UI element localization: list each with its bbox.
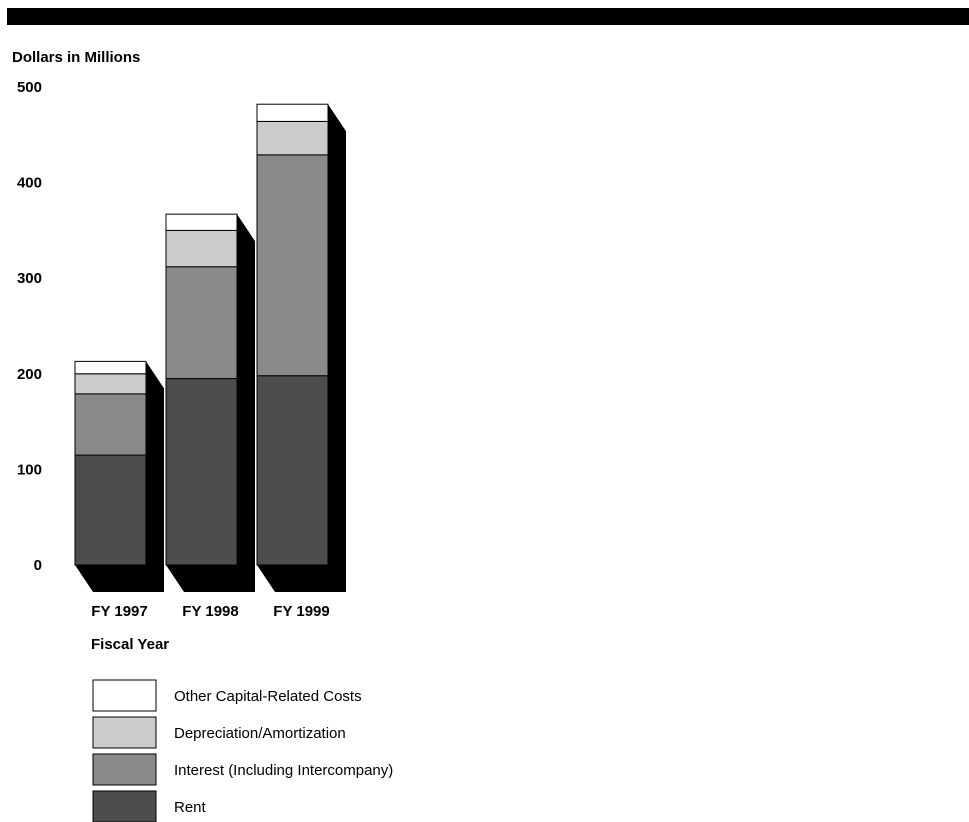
legend-swatch-interest-including-intercompany: [92, 753, 157, 786]
x-axis-title: Fiscal Year: [91, 636, 169, 653]
legend-swatch-rent: [92, 790, 157, 822]
bar-segment-fy-1997-interest-including-intercompany: [74, 393, 147, 456]
y-tick-label-100: 100: [17, 461, 42, 478]
legend-label-interest-including-intercompany: Interest (Including Intercompany): [174, 762, 393, 779]
legend-label-rent: Rent: [174, 799, 207, 816]
bar-segment-fy-1998-interest-including-intercompany: [165, 266, 238, 380]
bar-segment-fy-1999-depreciation-amortization: [256, 120, 329, 156]
y-tick-label-300: 300: [17, 270, 42, 287]
legend-swatch-depreciation-amortization: [92, 716, 157, 749]
x-tick-label-fy-1999: FY 1999: [273, 603, 329, 620]
top-rule: [7, 8, 969, 25]
bar-segment-fy-1997-other-capital-related-costs: [74, 360, 147, 375]
bar-segment-fy-1998-other-capital-related-costs: [165, 213, 238, 231]
y-tick-label-400: 400: [17, 175, 42, 192]
legend-label-other-capital-related-costs: Other Capital-Related Costs: [174, 688, 362, 705]
bar-segment-fy-1999-other-capital-related-costs: [256, 103, 329, 122]
bar-segment-fy-1999-interest-including-intercompany: [256, 154, 329, 377]
bar-segment-fy-1998-depreciation-amortization: [165, 229, 238, 268]
legend-label-depreciation-amortization: Depreciation/Amortization: [174, 725, 346, 742]
y-tick-label-0: 0: [34, 557, 42, 574]
legend-swatch-other-capital-related-costs: [92, 679, 157, 712]
bar-segment-fy-1998-rent: [165, 378, 238, 566]
bar-segment-fy-1997-rent: [74, 454, 147, 566]
x-tick-label-fy-1998: FY 1998: [182, 603, 238, 620]
y-tick-label-500: 500: [17, 79, 42, 96]
bar-segment-fy-1999-rent: [256, 375, 329, 566]
bar-segment-fy-1997-depreciation-amortization: [74, 373, 147, 395]
x-tick-label-fy-1997: FY 1997: [91, 603, 147, 620]
y-axis-title: Dollars in Millions: [12, 49, 140, 66]
y-tick-label-200: 200: [17, 366, 42, 383]
